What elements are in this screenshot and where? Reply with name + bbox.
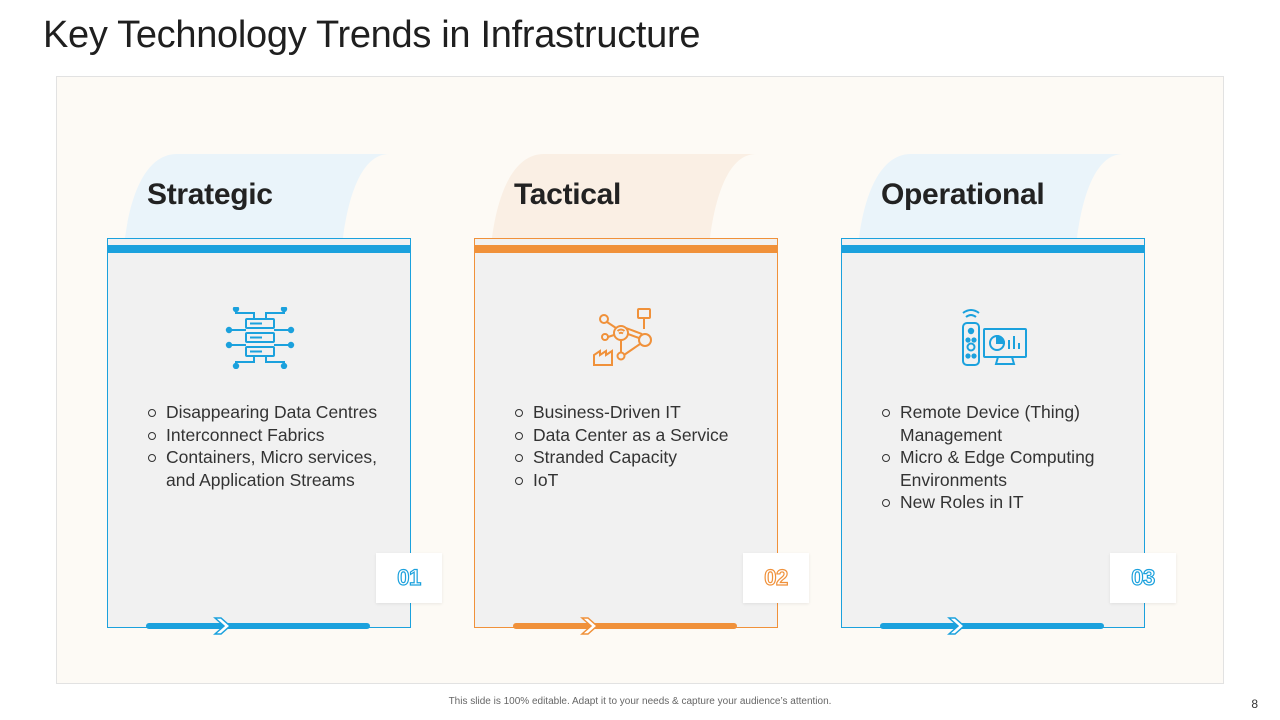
bullet-list: Remote Device (Thing) Management Micro &…: [880, 401, 1130, 514]
card: Remote Device (Thing) Management Micro &…: [841, 238, 1176, 635]
card-accent-bar: [108, 245, 410, 253]
bullet-item: New Roles in IT: [880, 491, 1130, 514]
remote-monitor-icon: [962, 309, 1027, 366]
column-heading: Strategic: [147, 178, 273, 211]
card: Disappearing Data Centres Interconnect F…: [107, 238, 442, 635]
bullet-item: Business-Driven IT: [513, 401, 763, 424]
heading-tab-shape: [125, 154, 389, 238]
card-accent-bar: [842, 245, 1144, 253]
iot-network-icon: [593, 308, 652, 366]
step-number: 02: [743, 553, 809, 603]
footer-note: This slide is 100% editable. Adapt it to…: [448, 696, 832, 707]
step-number: 03: [1110, 553, 1176, 603]
chevron-right-icon: [213, 617, 232, 635]
bullet-item: Interconnect Fabrics: [146, 424, 396, 447]
card-accent-bar: [475, 245, 777, 253]
column-operational: Operational Remote Device (Thing) Manage…: [841, 152, 1181, 635]
card: Business-Driven IT Data Center as a Serv…: [474, 238, 809, 635]
progress-track: [146, 623, 370, 629]
bullet-item: Micro & Edge Computing Environments: [880, 446, 1130, 491]
bullet-list: Business-Driven IT Data Center as a Serv…: [513, 401, 763, 491]
bullet-item: Disappearing Data Centres: [146, 401, 396, 424]
progress-track: [513, 623, 737, 629]
heading-tab-shape: [492, 154, 756, 238]
server-network-icon: [225, 307, 295, 369]
bullet-item: Stranded Capacity: [513, 446, 763, 469]
column-heading: Tactical: [514, 178, 622, 211]
bullet-item: Data Center as a Service: [513, 424, 763, 447]
bullet-item: Containers, Micro services, and Applicat…: [146, 446, 396, 491]
step-number: 01: [376, 553, 442, 603]
progress-track: [880, 623, 1104, 629]
bullet-list: Disappearing Data Centres Interconnect F…: [146, 401, 396, 491]
slide-title: Key Technology Trends in Infrastructure: [43, 14, 701, 56]
bullet-item: Remote Device (Thing) Management: [880, 401, 1130, 446]
column-strategic: Strategic Disappearing Data Centres Inte…: [107, 152, 447, 635]
heading-tab-shape: [859, 154, 1123, 238]
column-heading: Operational: [881, 178, 1045, 211]
chevron-right-icon: [580, 617, 599, 635]
column-tactical: Tactical Business-Driven IT Data Center …: [474, 152, 814, 635]
page-number: 8: [1251, 697, 1258, 711]
bullet-item: IoT: [513, 469, 763, 492]
chevron-right-icon: [947, 617, 966, 635]
